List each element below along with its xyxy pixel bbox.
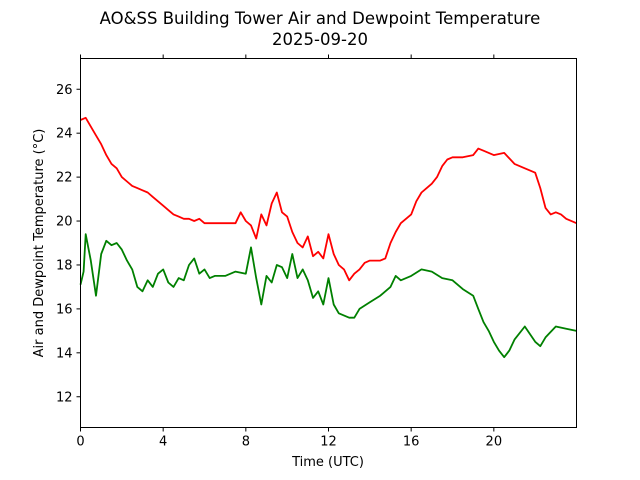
y-tick-label: 12 bbox=[56, 390, 73, 405]
y-tick-label: 16 bbox=[56, 302, 73, 317]
x-tick-label: 16 bbox=[403, 435, 420, 450]
y-axis-label: Air and Dewpoint Temperature (°C) bbox=[32, 129, 47, 358]
x-axis: 0 4 8 12 16 20 bbox=[76, 54, 503, 450]
y-tick-label: 26 bbox=[56, 83, 73, 98]
x-axis-label: Time (UTC) bbox=[291, 455, 364, 470]
series-line-air-temperature bbox=[80, 116, 577, 282]
y-tick-label: 22 bbox=[56, 171, 73, 186]
x-tick-label: 20 bbox=[486, 435, 503, 450]
x-tick-label: 4 bbox=[159, 435, 167, 450]
series-layer bbox=[79, 116, 577, 359]
x-tick-label: 0 bbox=[76, 435, 84, 450]
series-line-dewpoint bbox=[79, 233, 577, 359]
x-tick-label: 12 bbox=[320, 435, 337, 450]
y-tick-label: 14 bbox=[56, 346, 73, 361]
y-tick-label: 18 bbox=[56, 258, 73, 273]
x-tick-label: 8 bbox=[242, 435, 250, 450]
y-axis: 12 14 16 18 20 22 24 26 bbox=[56, 83, 81, 405]
plot-frame bbox=[80, 58, 577, 428]
chart-title: AO&SS Building Tower Air and Dewpoint Te… bbox=[100, 9, 541, 28]
chart-subtitle: 2025-09-20 bbox=[272, 30, 368, 49]
y-tick-label: 20 bbox=[56, 215, 73, 230]
y-tick-label: 24 bbox=[56, 127, 73, 142]
